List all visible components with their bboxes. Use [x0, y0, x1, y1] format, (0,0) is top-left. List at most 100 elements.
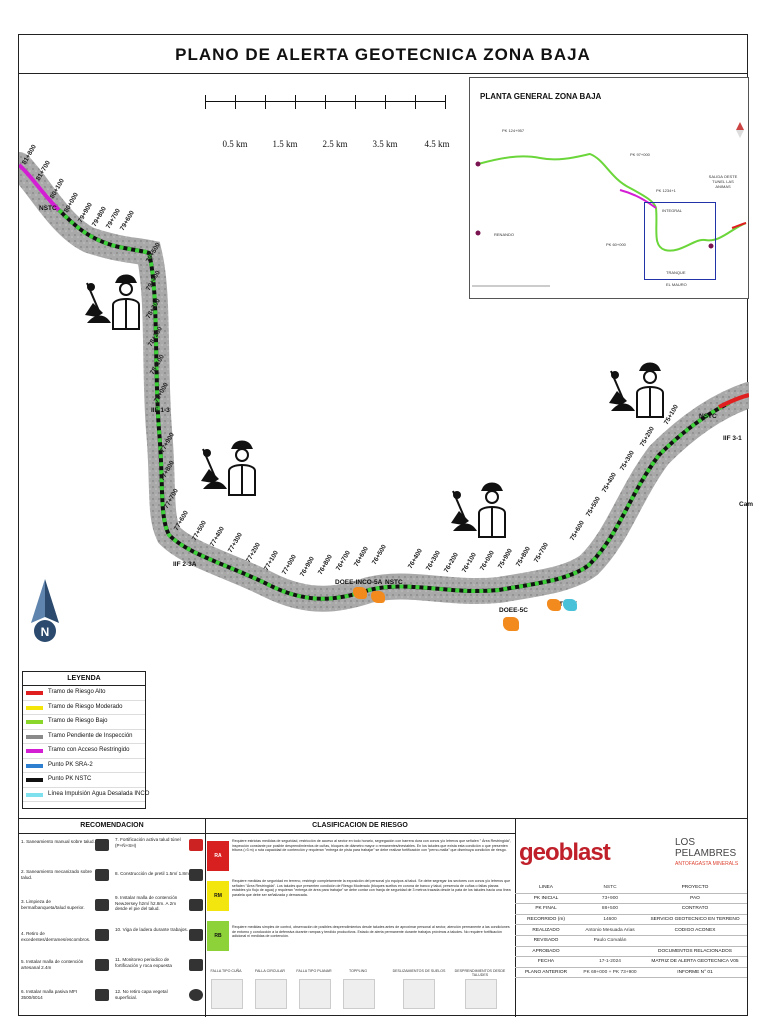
watch-icon — [189, 929, 203, 941]
risk-level-high: RA — [207, 841, 229, 871]
svg-text:N: N — [41, 625, 50, 639]
legend-item: Tramo de Riesgo Bajo — [23, 715, 145, 730]
soil-slide-icon — [403, 979, 435, 1009]
info-row: REVISADO Paulo Corvalán — [515, 935, 747, 947]
structure-marker — [503, 617, 519, 631]
toppling-icon — [343, 979, 375, 1009]
failure-type-label: DESLIZAMIENTOS DE SUELOS — [392, 969, 446, 973]
inset-title: PLANTA GENERAL ZONA BAJA — [480, 92, 602, 101]
structure-marker — [547, 599, 561, 611]
scale-label: 1.5 km — [272, 139, 298, 149]
structure-marker — [371, 591, 385, 603]
inset-label: SALIDA OESTE TUNEL LAS ANIMAS — [708, 174, 738, 189]
failure-type-label: DESPRENDIMIENTOS DESDE TALUDES — [454, 969, 506, 977]
circular-failure-icon — [255, 979, 287, 1009]
marker-label: NSTC — [385, 579, 403, 586]
legend-item: Tramo de Riesgo Moderado — [23, 701, 145, 715]
risk-classification: CLASIFICACION DE RIESGO RA Requiere estr… — [205, 819, 516, 1017]
recommendation-item: 8. Construcción de pretil 1.5m/ 1.8m — [115, 871, 189, 876]
plan-sheet: PLANO DE ALERTA GEOTECNICA ZONA BAJA — [18, 34, 753, 1017]
legend-item: Tramo con Acceso Restringido — [23, 744, 145, 759]
failure-type-label: FALLA TIPO CUÑA — [210, 969, 242, 973]
risk-description: Requiere medidas simples de control, obs… — [232, 925, 510, 939]
failure-type-label: TOPPLING — [348, 969, 368, 973]
title-block: RECOMENDACION 1. Saneamiento manual sobr… — [19, 818, 747, 1017]
inset-label: PK 124+957 — [502, 128, 525, 133]
route-map — [19, 152, 749, 612]
legend: LEYENDA Tramo de Riesgo Alto Tramo de Ri… — [22, 671, 149, 809]
marker-label: DOEE-INCO-5A — [335, 579, 383, 586]
inset-route — [472, 122, 747, 287]
structure-marker — [353, 587, 367, 599]
inset-label: PK 97+000 — [630, 152, 650, 157]
marker-label: IIF 3-1 — [723, 435, 742, 442]
risk-title: CLASIFICACION DE RIESGO — [205, 819, 515, 834]
inset-focus-box — [644, 202, 716, 280]
route-low-risk — [57, 208, 730, 601]
truck-icon — [95, 929, 109, 941]
recommendation-title: RECOMENDACION — [19, 819, 205, 834]
recommendation-item: 4. Retiro de excedentes/derrames/escombr… — [21, 931, 91, 942]
legend-item: Punto PK NSTC — [23, 773, 145, 788]
structure-marker — [563, 599, 577, 611]
recommendation-item: 7. Fortificación activa talud túnel (P+Ñ… — [115, 837, 181, 848]
risk-description: Requiere medidas de seguridad en terreno… — [232, 879, 511, 897]
project-info: geoblast LOS PELAMBRES ANTOFAGASTA MINER… — [515, 819, 747, 1017]
los-pelambres-logo: LOS PELAMBRES ANTOFAGASTA MINERALS — [675, 837, 739, 867]
recommendation-item: 2. Saneamiento mecanizado sobre talud. — [21, 869, 92, 880]
recommendation-item: 3. Limpieza de berma/banqueta/talud supe… — [21, 899, 85, 910]
marker-label: DOEE-5C — [499, 607, 528, 614]
info-row: REALIZADO Antonio Mesuada Arias CODIGO ACO… — [515, 924, 747, 936]
marker-label: Cam — [739, 501, 754, 508]
recommendation-item: 12. No retiro capa vegetal superficial. — [115, 989, 168, 1000]
recommendation-item: 6. Instalar malla pasiva MFI 3500/6014 — [21, 989, 78, 1000]
inset-label: TRANQUE — [666, 270, 686, 275]
geoblast-logo: geoblast — [519, 839, 611, 866]
info-row: RECORRIDO (m) 14600 SERVICIO GEOTECNICO EN… — [515, 914, 747, 926]
inset-label: INTEGRAL — [662, 208, 683, 213]
mesh-icon — [95, 959, 109, 971]
excavator-icon — [95, 869, 109, 881]
rockfall-icon — [465, 979, 497, 1009]
bolt-icon — [189, 839, 203, 851]
info-row: PK INICIAL 73+900 PAO — [515, 893, 747, 905]
inset-label: PK 1234+1 — [656, 188, 676, 193]
mesh-icon — [95, 989, 109, 1001]
recommendation-item: 11. Monitoreo periodico de fortificación… — [115, 957, 172, 968]
recommendation-item: 10. Viga de ladera durante trabajos. — [115, 927, 188, 932]
marker-label: NSTC — [39, 205, 57, 212]
legend-title: LEYENDA — [23, 672, 145, 686]
info-table: LINEA NSTC PROYECTO PK INICIAL 73+900 PAO PK… — [515, 883, 747, 979]
north-arrow-icon: N — [31, 579, 59, 642]
planar-failure-icon — [299, 979, 331, 1009]
worker-shovel-icon — [609, 362, 664, 418]
scale-bar: 0.5 km 1.5 km 2.5 km 3.5 km 4.5 km — [205, 95, 450, 155]
recommendation-item: 5. Instalar malla de contención artesana… — [21, 959, 84, 970]
recommendation-item: 9. Instalar malla de contención NewJerse… — [115, 895, 178, 911]
legend-item: Tramo Pendiente de Inspección — [23, 730, 145, 744]
scale-label: 0.5 km — [222, 139, 248, 149]
tree-icon — [189, 989, 203, 1001]
route-high-risk — [718, 393, 749, 409]
restricted-segment — [19, 163, 61, 212]
info-row: FECHA 17-1-2024 MATRIZ DE ALERTA GEOTECNIC… — [515, 956, 747, 968]
recommendation-item: 1. Saneamiento manual sobre talud. — [21, 839, 95, 844]
failure-type-label: FALLA TIPO PLANAR — [296, 969, 332, 973]
info-row: APROBADO DOCUMENTOS RELACIONADOS — [515, 946, 747, 958]
scale-label: 4.5 km — [424, 139, 450, 149]
manual-scaling-icon — [95, 839, 109, 851]
legend-item: Punto PK SRA-2 — [23, 759, 145, 773]
scale-label: 3.5 km — [372, 139, 398, 149]
worker-shovel-icon — [201, 440, 256, 496]
info-row: LINEA NSTC PROYECTO — [515, 883, 747, 894]
cleaning-icon — [95, 899, 109, 911]
risk-level-moderate: RM — [207, 881, 229, 911]
scale-label: 2.5 km — [322, 139, 348, 149]
legend-item: Línea Impulsión Agua Desalada INCO — [23, 788, 149, 802]
info-row: PLANO ANTERIOR PK 69+000 + PK 73+900 INFOR… — [515, 967, 747, 979]
wedge-failure-icon — [211, 979, 243, 1009]
marker-label: IIF 2-3A — [173, 561, 197, 568]
recommendation-table: RECOMENDACION 1. Saneamiento manual sobr… — [19, 819, 206, 1017]
inset-label: PK 60+000 — [606, 242, 626, 247]
legend-item: Tramo de Riesgo Alto — [23, 686, 145, 701]
